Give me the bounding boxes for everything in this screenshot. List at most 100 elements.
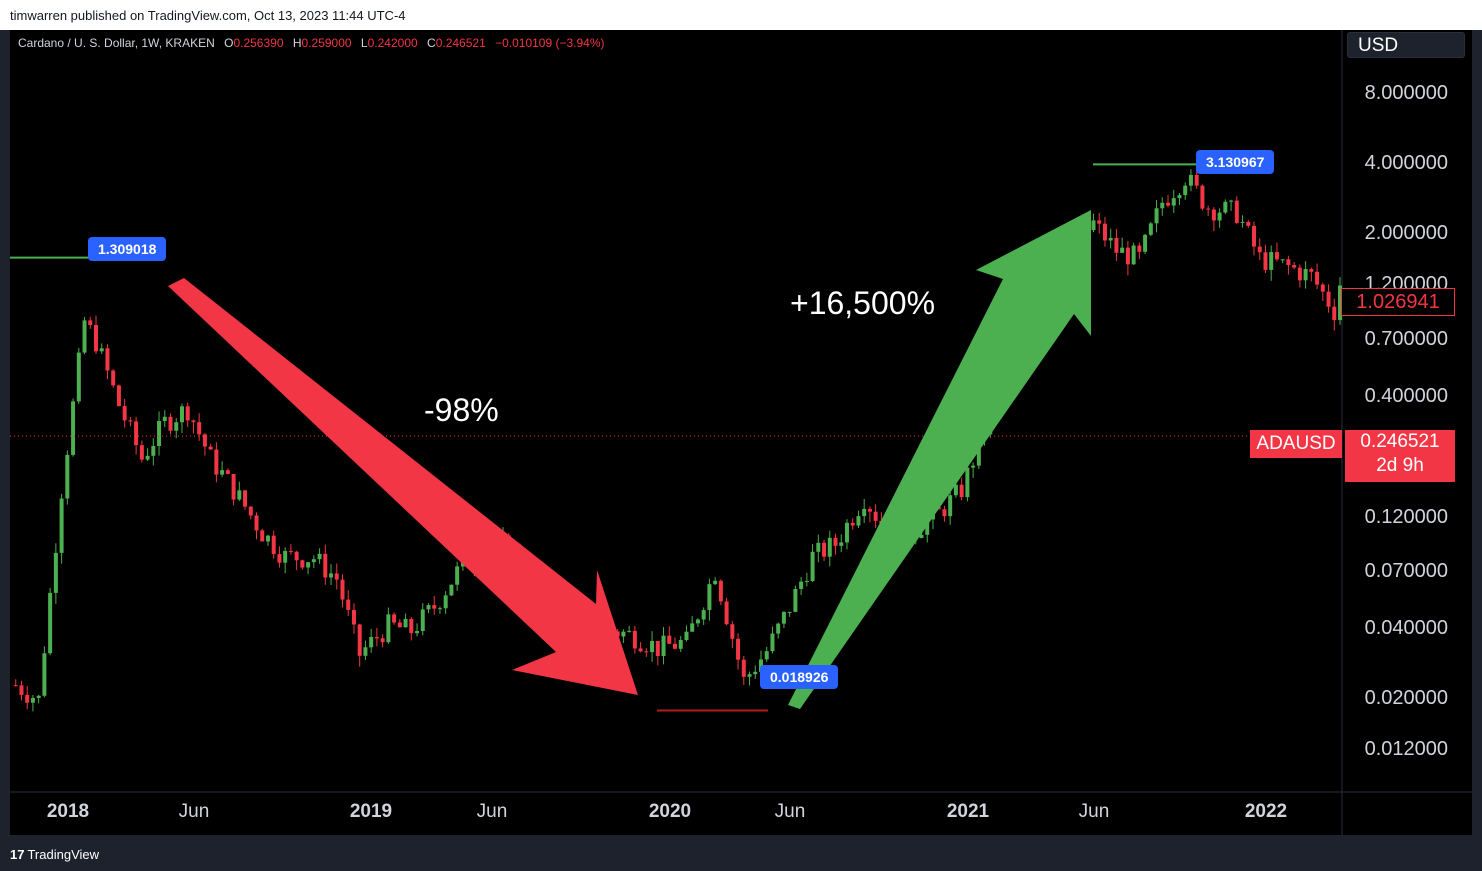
candle-body (1125, 247, 1130, 265)
candle-body (317, 553, 322, 560)
candle-body (191, 420, 196, 423)
candle-body (1154, 208, 1159, 224)
candle-body (1206, 208, 1211, 210)
current-price: 0.246521 (1360, 431, 1440, 452)
candle-body (1297, 267, 1302, 281)
candle-body (770, 633, 775, 652)
candle-body (1160, 202, 1165, 209)
candle-body (655, 640, 660, 657)
candle-body (65, 454, 70, 499)
candle-body (959, 484, 964, 498)
price-axis-label: 0.400000 (1364, 385, 1448, 407)
candle-body (93, 325, 98, 352)
candle-body (346, 599, 351, 610)
candle-body (294, 551, 299, 561)
candle-body (953, 484, 958, 496)
candle-body (19, 685, 24, 695)
candles (13, 169, 1342, 712)
candle-body (76, 352, 81, 402)
candle-body (1108, 237, 1113, 241)
candle-body (237, 490, 242, 500)
candle-body (833, 537, 838, 546)
last-price-label: 1.026941 (1341, 288, 1455, 316)
candle-body (374, 637, 379, 639)
candle-body (197, 422, 202, 435)
candle-body (116, 385, 121, 407)
time-axis-label: Jun (774, 801, 806, 822)
time-axis-label: 2022 (1244, 801, 1288, 822)
candle-body (1257, 246, 1262, 253)
candle-body (1280, 259, 1285, 261)
candle-body (449, 584, 454, 596)
current-price-tag: 0.246521 2d 9h (1345, 430, 1455, 482)
candle-body (420, 609, 425, 632)
candle-body (145, 455, 150, 460)
candle-body (231, 474, 236, 500)
candle-body (1286, 259, 1291, 266)
candle-body (59, 498, 64, 553)
candle-body (1211, 209, 1216, 221)
price-axis-label: 0.012000 (1364, 738, 1448, 760)
candle-body (1234, 200, 1239, 223)
candle-body (162, 416, 167, 421)
candle-body (684, 631, 689, 640)
candle-body (42, 653, 47, 696)
price-axis-label: 0.700000 (1364, 328, 1448, 350)
time-axis-label: 2019 (349, 801, 393, 822)
candle-body (810, 551, 815, 581)
candle-body (1120, 247, 1125, 253)
candle-body (713, 580, 718, 585)
candle-body (638, 648, 643, 652)
price-axis-label: 4.000000 (1364, 152, 1448, 174)
low-value: 0.242000 (367, 36, 418, 50)
candle-body (151, 446, 156, 456)
candle-body (867, 508, 872, 512)
chart-frame[interactable]: Cardano / U. S. Dollar, 1W, KRAKEN O0.25… (10, 30, 1472, 835)
candle-body (1292, 265, 1297, 268)
candle-body (260, 530, 265, 542)
symbol-tag: ADAUSD (1250, 430, 1342, 458)
candle-body (971, 465, 976, 468)
candle-body (695, 619, 700, 624)
candle-body (644, 651, 649, 653)
candle-body (1263, 252, 1268, 270)
candle-body (741, 659, 746, 677)
candle-body (220, 470, 225, 475)
candle-body (82, 320, 87, 353)
candle-body (827, 537, 832, 557)
candle-body (1137, 245, 1142, 252)
tradingview-logo[interactable]: 17 TradingView (10, 847, 99, 862)
price-axis-label: 0.120000 (1364, 506, 1448, 528)
candle-body (1166, 202, 1171, 206)
candle-body (397, 622, 402, 628)
candle-body (134, 421, 139, 446)
candle-body (300, 560, 305, 568)
candle-body (306, 562, 311, 568)
candle-body (243, 490, 248, 507)
bar-countdown: 2d 9h (1376, 455, 1424, 476)
candle-body (844, 522, 849, 543)
candle-body (724, 601, 729, 625)
candle-body (99, 348, 104, 352)
candle-body (1177, 195, 1182, 199)
open-value: 0.256390 (233, 36, 284, 50)
high-2021-callout: 3.130967 (1196, 150, 1275, 174)
open-label: O (224, 36, 234, 50)
candle-body (839, 542, 844, 546)
candle-body (202, 434, 207, 447)
candle-body (53, 552, 58, 593)
candle-body (88, 320, 93, 326)
candle-body (265, 535, 270, 542)
currency-button[interactable]: USD (1347, 32, 1465, 58)
candle-body (1303, 269, 1308, 281)
candle-body (804, 580, 809, 582)
candle-body (254, 515, 259, 531)
high-label: H (292, 36, 302, 50)
candle-body (351, 609, 356, 625)
time-axis-label: Jun (178, 801, 210, 822)
candle-body (1326, 291, 1331, 307)
candle-body (214, 449, 219, 475)
candle-body (426, 605, 431, 610)
candle-body (1171, 198, 1176, 206)
candle-body (1315, 271, 1320, 285)
